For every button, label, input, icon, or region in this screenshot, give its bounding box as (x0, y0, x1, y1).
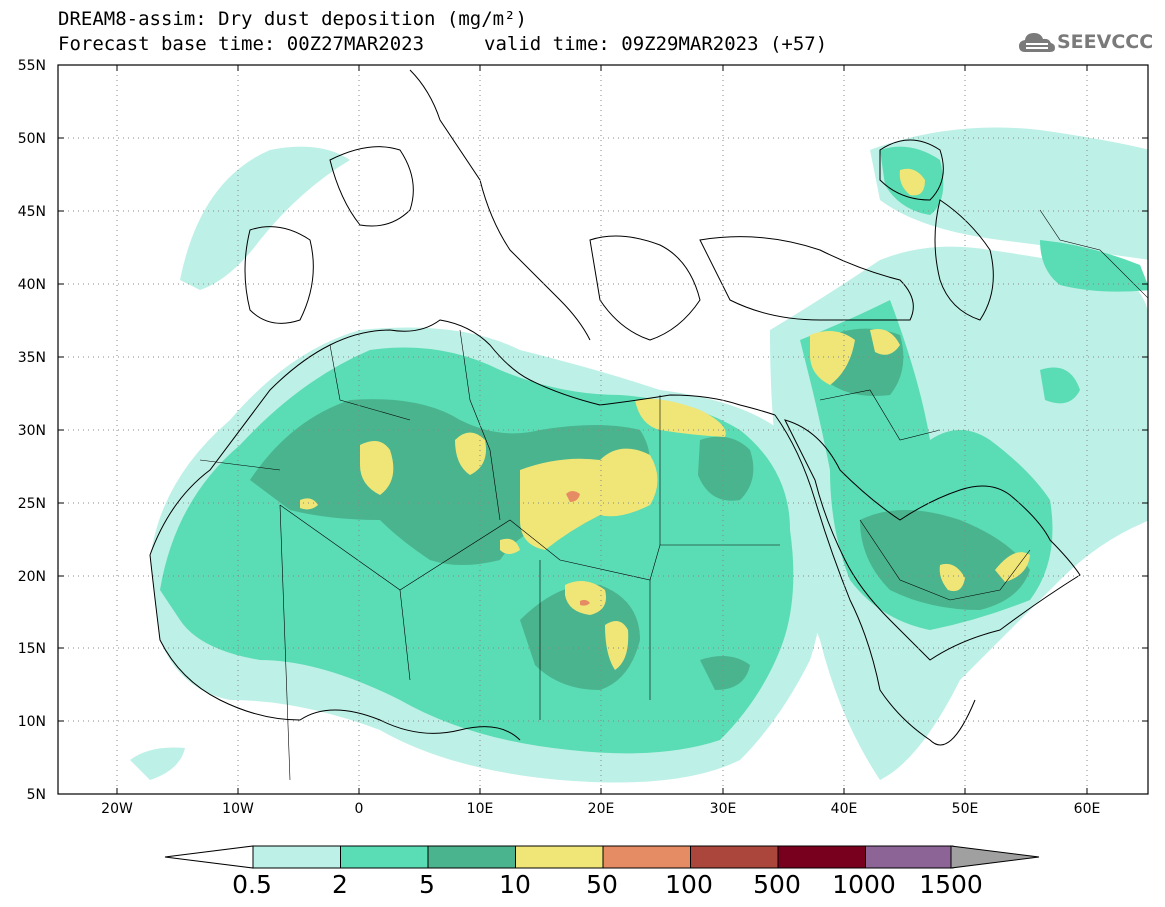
colorbar-high-arrow (950, 845, 1040, 869)
lon-label-0: 0 (354, 801, 364, 817)
lon-label-20w: 20W (101, 801, 133, 817)
colorbar-swatch-2 (427, 845, 516, 869)
lat-label-25n: 25N (17, 496, 46, 512)
seevccc-logo: SEEVCCC (1017, 28, 1154, 58)
lon-label-60e: 60E (1073, 801, 1101, 817)
lat-label-10n: 10N (17, 714, 46, 730)
lat-label-55n: 55N (17, 58, 46, 74)
map-title: DREAM8-assim: Dry dust deposition (mg/m²… (58, 8, 527, 30)
logo-text: SEEVCCC (1057, 31, 1154, 53)
coastlines (149, 69, 1081, 746)
colorbar-low-arrow (164, 845, 254, 869)
lat-label-50n: 50N (17, 131, 46, 147)
lon-label-40e: 40E (830, 801, 858, 817)
forecast-base-time: Forecast base time: 00Z27MAR2023 (58, 33, 425, 55)
deposition-shading (130, 127, 1148, 783)
colorbar (164, 845, 1040, 869)
lon-label-50e: 50E (951, 801, 979, 817)
lon-label-10e: 10E (466, 801, 494, 817)
lon-label-20e: 20E (587, 801, 615, 817)
level-50-100 (566, 491, 580, 502)
colorbar-swatch-6 (777, 845, 866, 869)
colorbar-swatch-3 (515, 845, 604, 869)
colorbar-swatch-7 (865, 845, 954, 869)
colorbar-label-3: 10 (499, 870, 531, 899)
lat-label-40n: 40N (17, 277, 46, 293)
lat-label-20n: 20N (17, 569, 46, 585)
colorbar-label-5: 100 (665, 870, 713, 899)
level-10-50 (300, 168, 1030, 670)
lat-label-45n: 45N (17, 204, 46, 220)
lat-label-30n: 30N (17, 423, 46, 439)
colorbar-label-4: 50 (586, 870, 618, 899)
colorbar-swatch-4 (602, 845, 691, 869)
lon-label-10w: 10W (222, 801, 254, 817)
colorbar-label-2: 5 (419, 870, 435, 899)
lon-label-30e: 30E (709, 801, 737, 817)
colorbar-swatch-0 (252, 845, 341, 869)
colorbar-swatch-1 (340, 845, 429, 869)
graticule (58, 65, 1148, 794)
lat-label-35n: 35N (17, 350, 46, 366)
colorbar-swatch-5 (690, 845, 779, 869)
valid-time: valid time: 09Z29MAR2023 (+57) (484, 33, 828, 55)
level-50-100-b (580, 599, 590, 606)
colorbar-label-8: 1500 (919, 870, 983, 899)
colorbar-label-1: 2 (332, 870, 348, 899)
tick-marks (58, 65, 1148, 794)
colorbar-label-7: 1000 (832, 870, 896, 899)
colorbar-label-6: 500 (753, 870, 801, 899)
colorbar-label-0: 0.5 (232, 870, 272, 899)
cloud-icon (1019, 33, 1055, 52)
lat-label-5n: 5N (26, 787, 46, 803)
lat-label-15n: 15N (17, 641, 46, 657)
